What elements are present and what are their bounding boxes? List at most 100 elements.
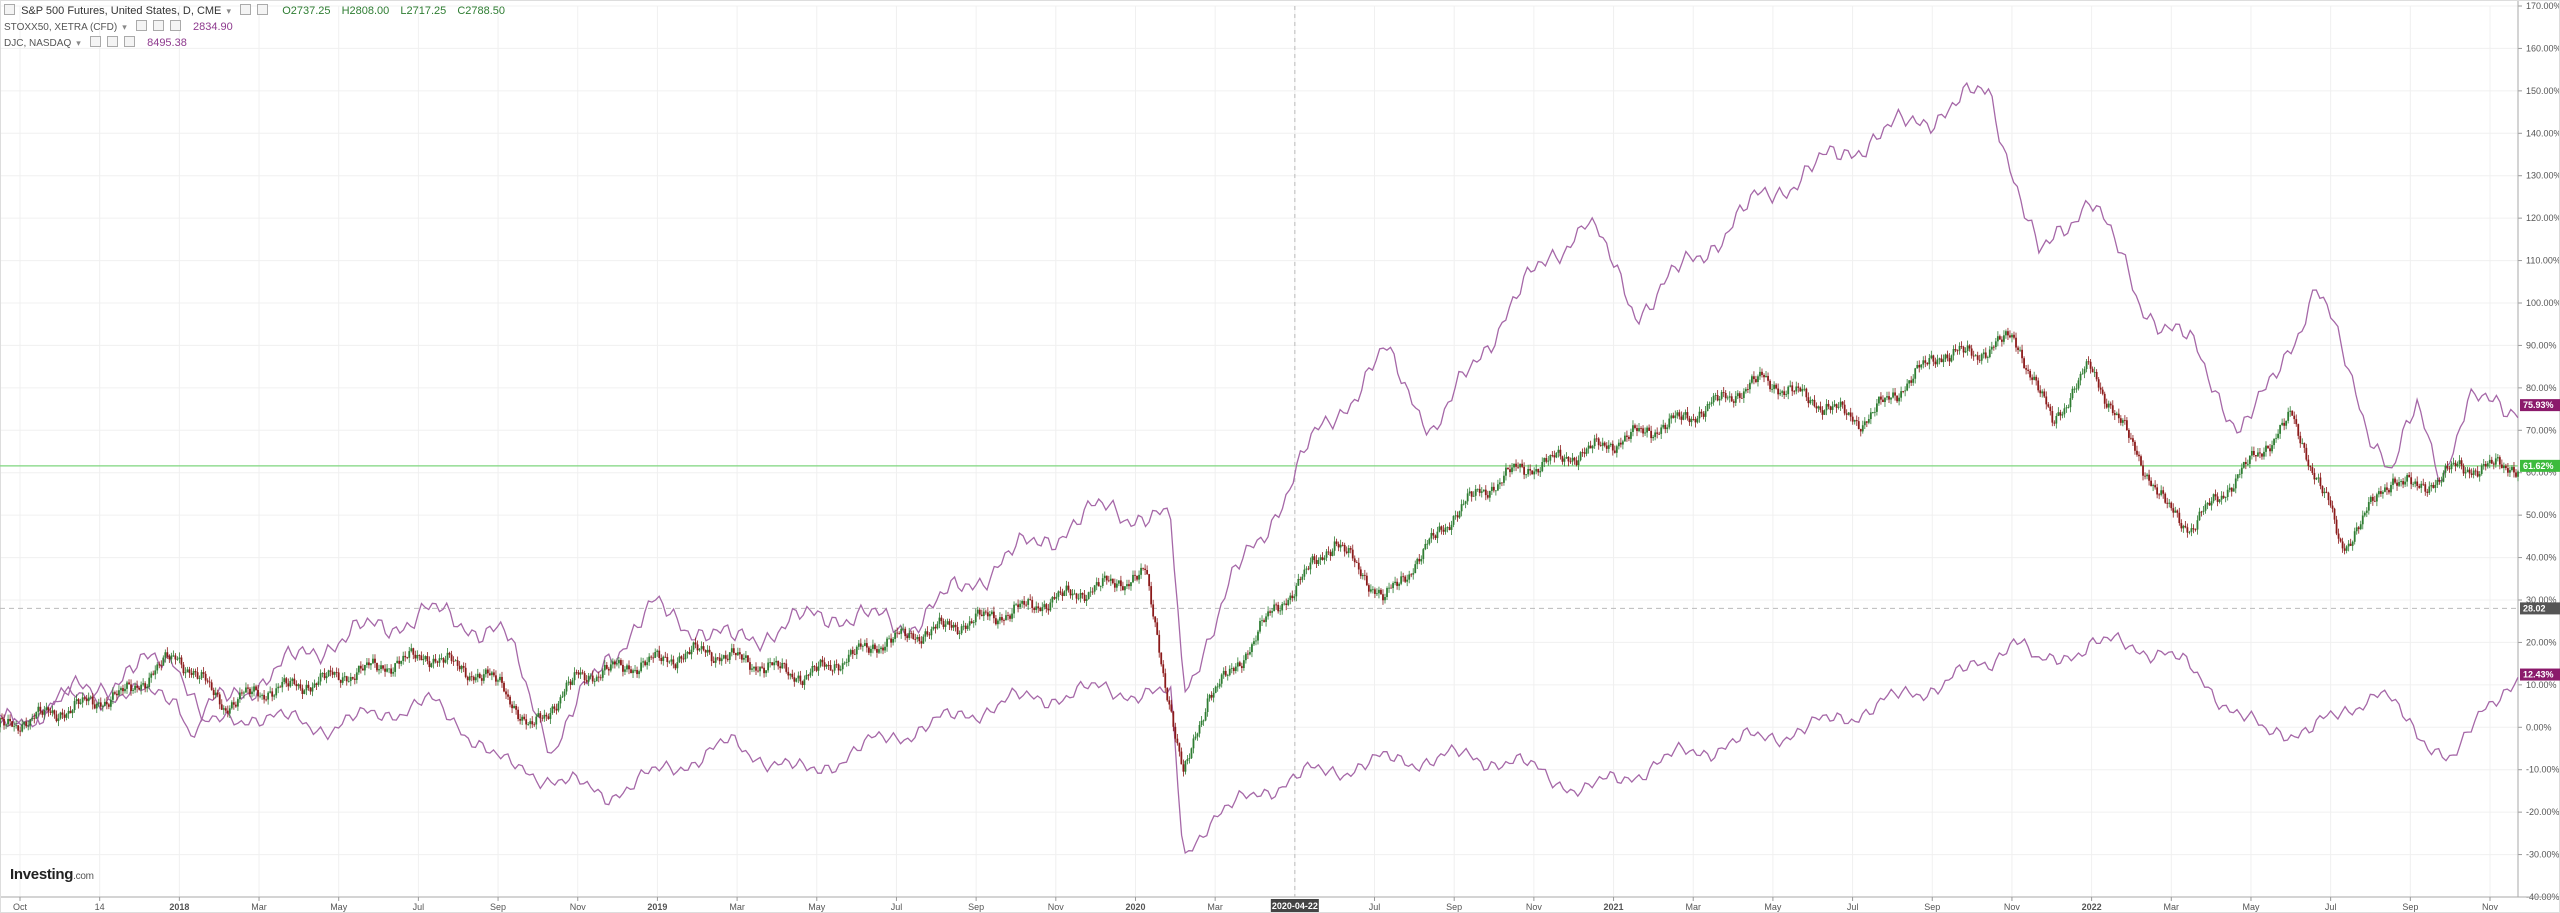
close-icon[interactable] bbox=[124, 36, 136, 47]
candle bbox=[1801, 389, 1804, 392]
candle bbox=[1196, 733, 1199, 737]
candle bbox=[49, 711, 52, 713]
collapse-icon[interactable] bbox=[4, 4, 15, 15]
x-tick-label: May bbox=[2242, 902, 2260, 912]
candle bbox=[1021, 600, 1024, 604]
candle bbox=[361, 668, 364, 671]
ohlc-values: O2737.25 H2808.00 L2717.25 C2788.50 bbox=[282, 5, 513, 17]
candle bbox=[773, 662, 776, 666]
candle bbox=[930, 629, 933, 636]
candle bbox=[2182, 525, 2185, 529]
y-tick-label: 100.00% bbox=[2526, 298, 2560, 308]
candle bbox=[2317, 477, 2320, 479]
eye-icon[interactable] bbox=[89, 36, 101, 47]
legend-compare-2-symbol[interactable]: DJC, NASDAQ bbox=[4, 38, 72, 49]
candle bbox=[2331, 505, 2334, 509]
candle bbox=[595, 676, 598, 682]
candle bbox=[1343, 544, 1346, 552]
candle bbox=[888, 638, 890, 640]
candle bbox=[2021, 349, 2023, 359]
legend-main-symbol[interactable]: S&P 500 Futures, United States, D, CME bbox=[21, 5, 222, 17]
candle bbox=[470, 676, 473, 678]
candle bbox=[182, 664, 185, 674]
candle bbox=[878, 649, 880, 653]
candle bbox=[974, 613, 977, 623]
candle bbox=[1180, 751, 1183, 765]
candle bbox=[1617, 442, 1620, 447]
x-tick-label: Mar bbox=[729, 902, 745, 912]
candle bbox=[93, 704, 96, 709]
candle bbox=[1581, 452, 1584, 454]
candle bbox=[1855, 420, 1858, 422]
candle bbox=[2345, 546, 2348, 551]
candle bbox=[1115, 583, 1118, 588]
candle bbox=[1593, 438, 1596, 447]
eye-icon[interactable] bbox=[135, 20, 147, 31]
candle bbox=[2325, 491, 2328, 493]
candle bbox=[936, 623, 939, 629]
close-icon[interactable] bbox=[169, 20, 181, 31]
settings-icon[interactable] bbox=[152, 20, 164, 31]
candle bbox=[204, 673, 207, 681]
candle bbox=[41, 711, 44, 715]
candle bbox=[789, 673, 792, 676]
candle bbox=[833, 664, 836, 671]
candle bbox=[1025, 604, 1028, 606]
candle bbox=[1448, 527, 1451, 530]
candle bbox=[1410, 574, 1413, 576]
candle bbox=[2357, 527, 2360, 530]
candle bbox=[2307, 459, 2310, 467]
candle bbox=[2168, 502, 2171, 504]
x-tick-label: Nov bbox=[1048, 902, 1065, 912]
candle bbox=[1557, 449, 1560, 453]
candle bbox=[1170, 704, 1173, 712]
candle bbox=[1073, 593, 1076, 595]
candle bbox=[928, 634, 931, 636]
candle bbox=[317, 681, 320, 685]
candle bbox=[912, 633, 915, 639]
candle bbox=[392, 671, 395, 674]
candle bbox=[1884, 397, 1886, 403]
legend-compare-1-symbol[interactable]: STOXX50, XETRA (CFD) bbox=[4, 22, 118, 33]
candle bbox=[1251, 644, 1253, 653]
candle bbox=[618, 660, 620, 664]
settings-icon[interactable] bbox=[106, 36, 118, 47]
candle bbox=[1956, 350, 1959, 352]
candle bbox=[1382, 594, 1384, 601]
chevron-down-icon[interactable]: ▾ bbox=[226, 6, 231, 16]
candle bbox=[1454, 515, 1457, 517]
candle bbox=[1738, 393, 1741, 398]
chevron-down-icon[interactable]: ▾ bbox=[122, 22, 127, 32]
candle bbox=[1587, 445, 1590, 449]
candle bbox=[1285, 603, 1288, 606]
candle bbox=[2027, 369, 2030, 371]
candle bbox=[192, 671, 195, 675]
candle bbox=[1200, 720, 1203, 726]
candle bbox=[1674, 415, 1677, 418]
candle bbox=[1732, 401, 1735, 403]
candle bbox=[301, 688, 304, 694]
candle bbox=[803, 679, 806, 686]
candle bbox=[2436, 480, 2439, 485]
candle bbox=[2013, 334, 2015, 338]
candle bbox=[1478, 488, 1481, 493]
chevron-down-icon[interactable]: ▾ bbox=[76, 38, 81, 48]
candle bbox=[1734, 396, 1737, 403]
candle bbox=[1136, 575, 1138, 580]
candle bbox=[2138, 454, 2140, 457]
candle bbox=[454, 660, 457, 662]
close-icon[interactable] bbox=[257, 4, 269, 15]
candle bbox=[124, 688, 126, 692]
candle bbox=[462, 665, 465, 668]
candle bbox=[436, 661, 439, 663]
candle bbox=[972, 622, 975, 624]
candle bbox=[2093, 371, 2096, 373]
candle bbox=[267, 692, 270, 700]
settings-icon[interactable] bbox=[240, 4, 252, 15]
y-tick-label: 40.00% bbox=[2526, 553, 2557, 563]
candle bbox=[89, 696, 92, 698]
candle bbox=[1892, 392, 1894, 398]
candle bbox=[2188, 531, 2191, 533]
